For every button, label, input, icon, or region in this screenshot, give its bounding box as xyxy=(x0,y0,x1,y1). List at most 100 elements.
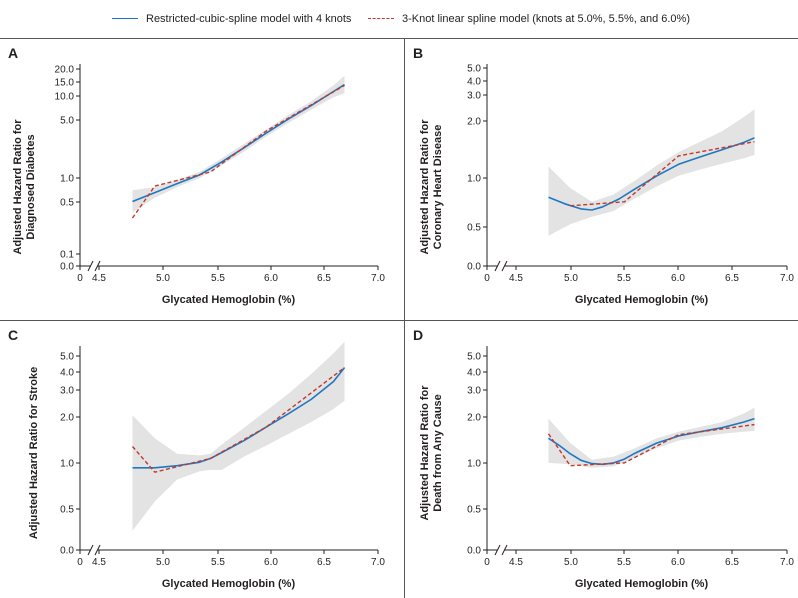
y-tick-label: 2.0 xyxy=(467,117,481,128)
x-tick-label: 5.5 xyxy=(211,273,225,284)
x-tick-label: 7.0 xyxy=(371,273,385,284)
y-axis-title: Adjusted Hazard Ratio forDeath from Any … xyxy=(419,385,444,521)
y-axis-title-line: Adjusted Hazard Ratio for Stroke xyxy=(28,367,40,539)
y-axis-title-line: Adjusted Hazard Ratio for xyxy=(419,119,431,255)
x-tick-label: 0 xyxy=(484,557,490,568)
x-tick-label: 5.0 xyxy=(156,557,170,568)
y-tick-label: 1.0 xyxy=(60,459,74,470)
legend: Restricted-cubic-spline model with 4 kno… xyxy=(0,0,798,38)
legend-solid-line-swatch xyxy=(112,18,138,19)
panel-a-diagnosed-diabetes: A 0 4.5 5.0 5.5 6.0 6.5 7.0 0.0 0.1 0.5 1.0 5.0 10.0 1… xyxy=(0,39,404,320)
legend-label-spline: Restricted-cubic-spline model with 4 kno… xyxy=(146,13,352,25)
y-tick-label: 0.0 xyxy=(60,262,74,273)
y-tick-label: 20.0 xyxy=(55,65,75,76)
x-tick-label: 4.5 xyxy=(509,557,523,568)
axis-break-gap xyxy=(498,260,504,272)
y-tick-label: 5.0 xyxy=(467,352,481,363)
confidence-band xyxy=(132,341,345,531)
confidence-band xyxy=(548,407,755,468)
x-tick-label: 0 xyxy=(77,557,83,568)
x-tick-label: 6.0 xyxy=(671,273,685,284)
confidence-band xyxy=(548,109,755,236)
y-axis-title-line: Death from Any Cause xyxy=(432,394,444,512)
y-tick-label: 3.0 xyxy=(467,91,481,102)
x-tick-label: 6.5 xyxy=(317,557,331,568)
axis-break-gap xyxy=(91,260,97,272)
spline-curve xyxy=(548,137,755,211)
y-tick-label: 0.1 xyxy=(60,250,74,261)
y-axis-title-line: Coronary Heart Disease xyxy=(432,125,444,250)
x-tick-label: 5.5 xyxy=(211,557,225,568)
y-tick-label: 1.0 xyxy=(60,174,74,185)
x-tick-label: 6.0 xyxy=(264,557,278,568)
x-axis-title: Glycated Hemoglobin (%) xyxy=(575,294,709,306)
x-tick-label: 7.0 xyxy=(371,557,385,568)
y-axis-title: Adjusted Hazard Ratio forCoronary Heart … xyxy=(419,119,444,255)
panel-letter: D xyxy=(413,327,423,343)
divider-vertical xyxy=(404,38,405,598)
x-tick-label: 5.0 xyxy=(564,557,578,568)
x-tick-label: 5.5 xyxy=(617,273,631,284)
y-axis-title: Adjusted Hazard Ratio for Stroke xyxy=(28,367,40,539)
y-axis-title-line: Diagnosed Diabetes xyxy=(25,134,37,239)
x-tick-label: 6.5 xyxy=(317,273,331,284)
panel-b-coronary-heart-disease: B 0 4.5 5.0 5.5 6.0 6.5 7.0 0.0 0.5 1.0 2.0 3.0 4.0 5.… xyxy=(405,39,798,320)
linear-spline-curve xyxy=(570,141,755,207)
linear-spline-curve xyxy=(131,84,345,219)
y-tick-label: 5.0 xyxy=(467,64,481,75)
y-tick-label: 10.0 xyxy=(55,92,75,103)
x-tick-label: 6.5 xyxy=(725,273,739,284)
panel-c-stroke: C 0 4.5 5.0 5.5 6.0 6.5 7.0 0.0 0.5 1.0 2.0 3.0 4.0 5.… xyxy=(0,321,404,598)
x-tick-label: 6.5 xyxy=(725,557,739,568)
axis-break-mark xyxy=(87,260,94,272)
y-tick-label: 15.0 xyxy=(55,78,75,89)
x-tick-label: 5.0 xyxy=(156,273,170,284)
linear-spline-curve xyxy=(131,367,345,473)
y-tick-label: 0.5 xyxy=(467,223,481,234)
divider-top xyxy=(0,38,798,39)
y-tick-label: 0.0 xyxy=(467,546,481,557)
y-tick-label: 2.0 xyxy=(467,413,481,424)
panel-d-death-any-cause: D 0 4.5 5.0 5.5 6.0 6.5 7.0 0.0 0.5 1.0 2.0 3.0 4.0 5.… xyxy=(405,321,798,598)
y-tick-label: 0.5 xyxy=(467,505,481,516)
axis-break-gap xyxy=(91,544,97,556)
spline-curve xyxy=(132,367,346,469)
y-axis-title-line: Adjusted Hazard Ratio for xyxy=(419,385,431,521)
axis-break-mark xyxy=(94,544,101,556)
y-tick-label: 2.0 xyxy=(60,413,74,424)
y-tick-label: 5.0 xyxy=(60,352,74,363)
y-axis-title-line: Adjusted Hazard Ratio for xyxy=(12,119,24,255)
y-tick-label: 0.5 xyxy=(60,505,74,516)
x-tick-label: 0 xyxy=(484,273,490,284)
axis-break-mark xyxy=(501,260,508,272)
x-tick-label: 5.0 xyxy=(564,273,578,284)
y-tick-label: 0.5 xyxy=(60,198,74,209)
x-tick-label: 7.0 xyxy=(780,557,794,568)
y-tick-label: 4.0 xyxy=(60,368,74,379)
x-tick-label: 4.5 xyxy=(92,273,106,284)
y-tick-label: 0.0 xyxy=(467,262,481,273)
x-axis-title: Glycated Hemoglobin (%) xyxy=(575,578,709,590)
y-tick-label: 0.0 xyxy=(60,546,74,557)
panel-letter: A xyxy=(8,45,18,61)
panel-letter: C xyxy=(8,327,18,343)
divider-middle xyxy=(0,320,798,321)
x-tick-label: 0 xyxy=(77,273,83,284)
x-tick-label: 5.5 xyxy=(617,557,631,568)
x-axis-title: Glycated Hemoglobin (%) xyxy=(162,578,296,590)
axis-break-mark xyxy=(94,260,101,272)
spline-curve xyxy=(548,417,755,466)
y-tick-label: 4.0 xyxy=(467,368,481,379)
confidence-band xyxy=(132,75,345,213)
linear-spline-curve xyxy=(547,423,755,467)
panel-letter: B xyxy=(413,45,423,61)
y-tick-label: 3.0 xyxy=(60,386,74,397)
y-axis-title: Adjusted Hazard Ratio forDiagnosed Diabe… xyxy=(12,119,37,255)
x-tick-label: 6.0 xyxy=(671,557,685,568)
legend-label-linear-spline: 3-Knot linear spline model (knots at 5.0… xyxy=(402,13,690,25)
axis-break-mark xyxy=(87,544,94,556)
y-tick-label: 3.0 xyxy=(467,386,481,397)
axis-break-mark xyxy=(501,544,508,556)
x-tick-label: 4.5 xyxy=(92,557,106,568)
y-tick-label: 4.0 xyxy=(467,77,481,88)
